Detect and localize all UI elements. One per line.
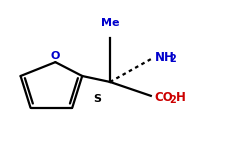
Text: 2: 2: [170, 54, 176, 64]
Text: O: O: [51, 51, 60, 61]
Text: H: H: [176, 91, 185, 104]
Text: 2: 2: [170, 95, 176, 105]
Text: NH: NH: [155, 51, 175, 64]
Text: CO: CO: [155, 91, 173, 104]
Text: S: S: [93, 94, 101, 104]
Text: Me: Me: [101, 19, 119, 28]
